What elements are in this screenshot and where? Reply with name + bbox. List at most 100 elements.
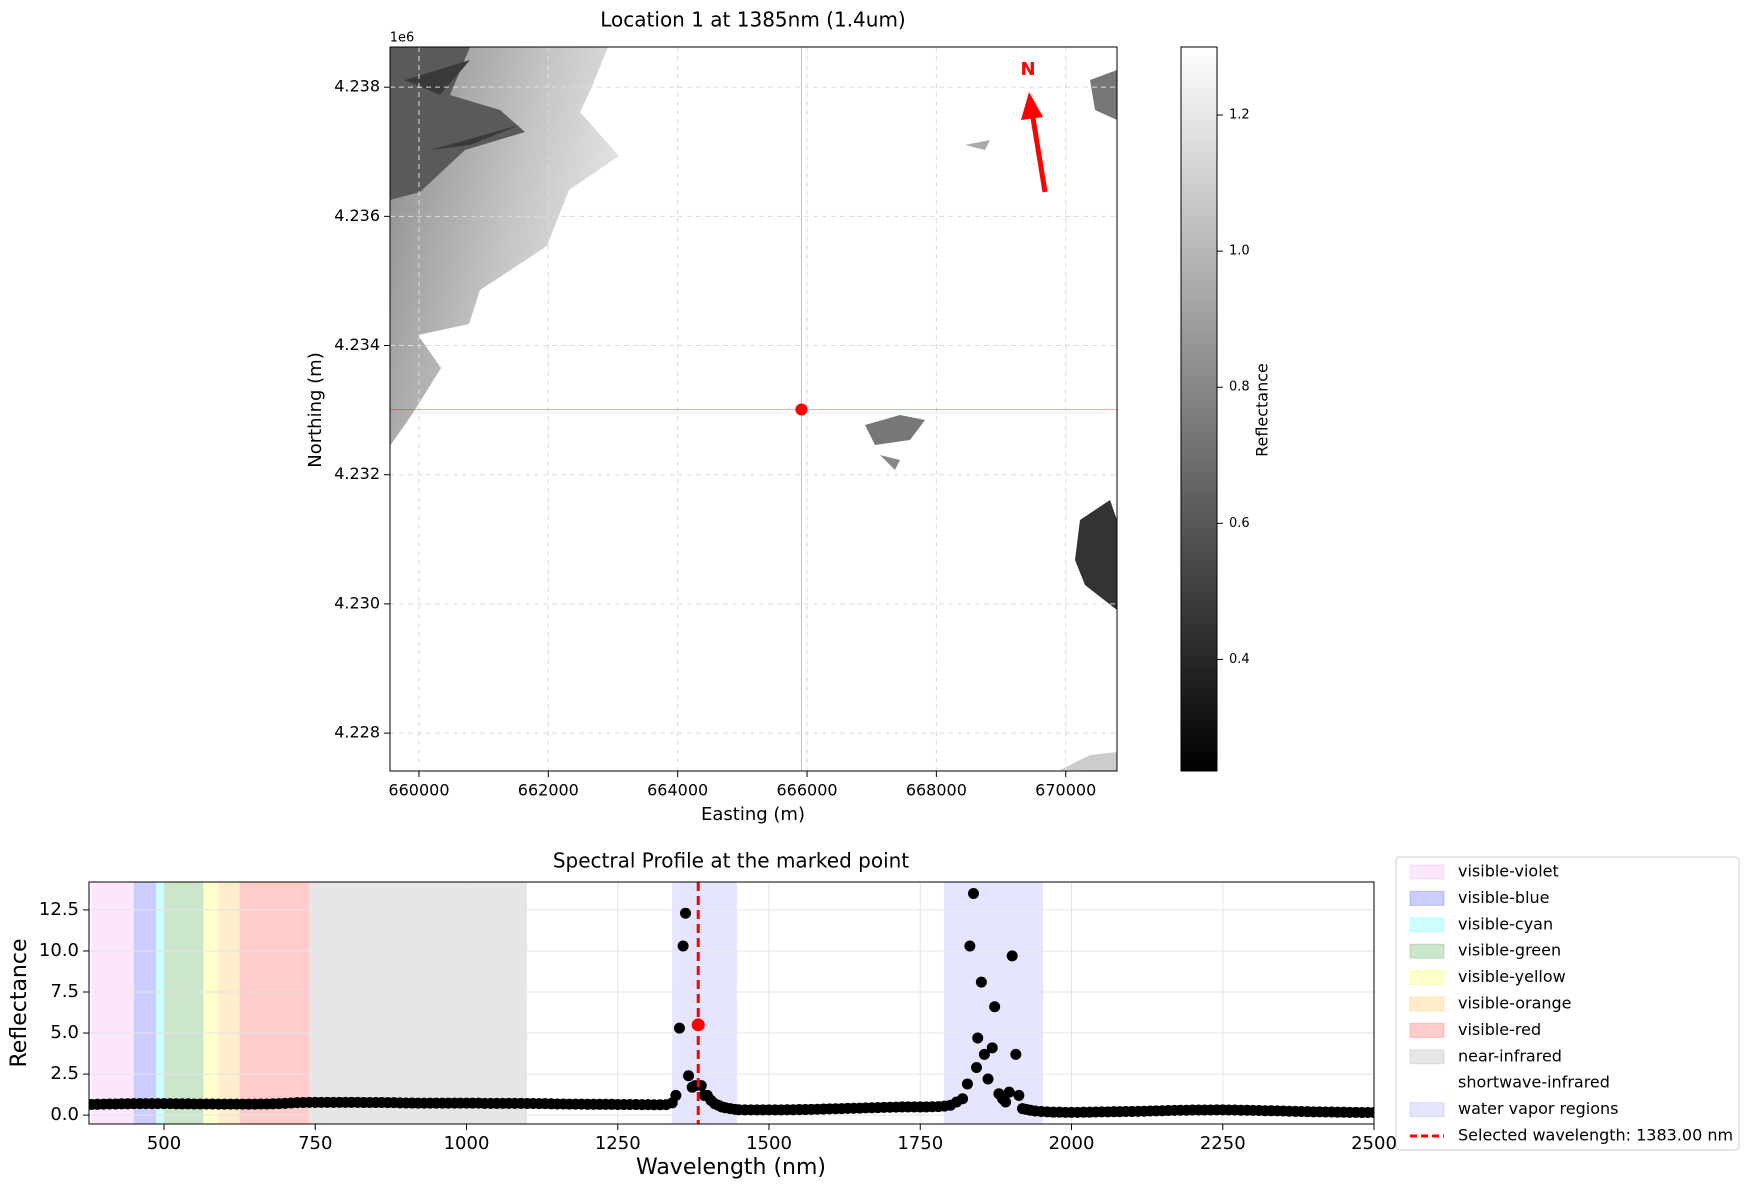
legend-swatch xyxy=(1409,890,1445,906)
x-tick-label: 664000 xyxy=(647,781,708,800)
location-marker xyxy=(795,403,808,416)
data-point xyxy=(670,1089,682,1101)
data-point xyxy=(683,1070,695,1082)
region xyxy=(91,882,134,1124)
x-tick-label: 668000 xyxy=(906,781,967,800)
region xyxy=(156,882,165,1124)
y-tick-label: 4.238 xyxy=(334,77,380,96)
data-point xyxy=(972,1032,984,1044)
x-tick-label: 1000 xyxy=(444,1133,490,1154)
legend-swatch xyxy=(1409,864,1445,880)
legend-label: visible-orange xyxy=(1458,994,1572,1013)
x-tick-label: 500 xyxy=(147,1133,181,1154)
axes-frame xyxy=(88,881,1375,1125)
y-tick-label: 4.230 xyxy=(334,593,380,612)
data-point xyxy=(1000,1096,1012,1108)
north-label: N xyxy=(1020,59,1035,80)
map-title: Location 1 at 1385nm (1.4um) xyxy=(600,8,905,32)
y-tick-label: 0.0 xyxy=(50,1104,79,1125)
x-tick-label: 2000 xyxy=(1049,1133,1095,1154)
y-tick-label: 4.228 xyxy=(334,723,380,742)
legend-swatch xyxy=(1409,1049,1445,1065)
colorbar-tick-label: 1.0 xyxy=(1229,244,1250,259)
axes-frame xyxy=(389,46,1118,772)
data-point xyxy=(680,907,692,919)
x-tick-label: 666000 xyxy=(776,781,837,800)
region xyxy=(164,882,204,1124)
x-tick-label: 1250 xyxy=(595,1133,641,1154)
colorbar-tick-label: 0.6 xyxy=(1229,516,1250,531)
data-point xyxy=(677,940,689,952)
legend-label: visible-red xyxy=(1458,1020,1541,1039)
data-point xyxy=(1010,1048,1022,1060)
data-point xyxy=(967,887,979,899)
colorbar-tick-label: 0.4 xyxy=(1229,652,1250,667)
legend-label: visible-blue xyxy=(1458,888,1550,907)
region xyxy=(203,882,219,1124)
data-point xyxy=(1006,950,1018,962)
north-arrow-head xyxy=(1021,92,1043,120)
north-arrow xyxy=(1030,117,1048,193)
y-tick-label: 4.234 xyxy=(334,335,380,354)
legend-swatch xyxy=(1409,917,1445,933)
legend-label: visible-yellow xyxy=(1458,967,1566,986)
y-tick-label: 4.236 xyxy=(334,206,380,225)
selected-point xyxy=(691,1018,705,1032)
data-point xyxy=(1013,1089,1025,1101)
map-image xyxy=(390,47,1117,771)
y-tick-label: 7.5 xyxy=(50,981,79,1002)
region xyxy=(527,882,1374,1124)
legend-label: visible-green xyxy=(1458,941,1561,960)
x-tick-label: 660000 xyxy=(388,781,449,800)
data-point xyxy=(961,1078,973,1090)
region xyxy=(133,882,157,1124)
data-point xyxy=(1368,1107,1374,1119)
x-tick-label: 2250 xyxy=(1200,1133,1246,1154)
x-tick-label: 1750 xyxy=(897,1133,943,1154)
plot-area xyxy=(91,882,1374,1124)
spectral-title: Spectral Profile at the marked point xyxy=(553,849,909,873)
region xyxy=(239,882,310,1124)
data-point xyxy=(975,976,987,988)
x-tick-label: 2500 xyxy=(1351,1133,1397,1154)
colorbar-tick-label: 1.2 xyxy=(1229,108,1250,123)
colorbar-tick-label: 0.8 xyxy=(1229,380,1250,395)
plot-area xyxy=(89,882,1374,1124)
x-tick-label: 670000 xyxy=(1035,781,1096,800)
data-point xyxy=(971,1062,983,1074)
colorbar-label: Reflectance xyxy=(1253,363,1272,457)
y-tick-label: 4.232 xyxy=(334,464,380,483)
data-point xyxy=(964,940,976,952)
data-point xyxy=(982,1073,994,1085)
legend-swatch xyxy=(1409,943,1445,959)
y-axis-label: Northing (m) xyxy=(305,352,326,467)
legend-label: near-infrared xyxy=(1458,1046,1562,1065)
data-point xyxy=(957,1093,969,1105)
legend-label: Selected wavelength: 1383.00 nm xyxy=(1458,1126,1733,1145)
data-point xyxy=(989,1001,1001,1013)
axis-offset-label: 1e6 xyxy=(390,31,415,46)
data-point xyxy=(673,1022,685,1034)
y-tick-label: 2.5 xyxy=(50,1063,79,1084)
region xyxy=(309,882,528,1124)
legend-label: water vapor regions xyxy=(1458,1099,1619,1118)
y-tick-label: 10.0 xyxy=(39,940,79,961)
region xyxy=(218,882,240,1124)
y-tick-label: 12.5 xyxy=(39,899,79,920)
legend-swatch xyxy=(1409,1022,1445,1038)
x-axis-label: Wavelength (nm) xyxy=(636,1155,826,1180)
x-tick-label: 1500 xyxy=(746,1133,792,1154)
x-tick-label: 750 xyxy=(298,1133,332,1154)
legend-label: visible-cyan xyxy=(1458,914,1553,933)
colorbar xyxy=(1180,46,1218,772)
x-tick-label: 662000 xyxy=(518,781,579,800)
y-tick-label: 5.0 xyxy=(50,1022,79,1043)
x-axis-label: Easting (m) xyxy=(701,804,805,825)
y-axis-label: Reflectance xyxy=(7,938,32,1067)
data-point xyxy=(986,1042,998,1054)
legend-label: shortwave-infrared xyxy=(1458,1073,1610,1092)
legend-swatch xyxy=(1409,1102,1445,1118)
legend xyxy=(1395,856,1740,1151)
